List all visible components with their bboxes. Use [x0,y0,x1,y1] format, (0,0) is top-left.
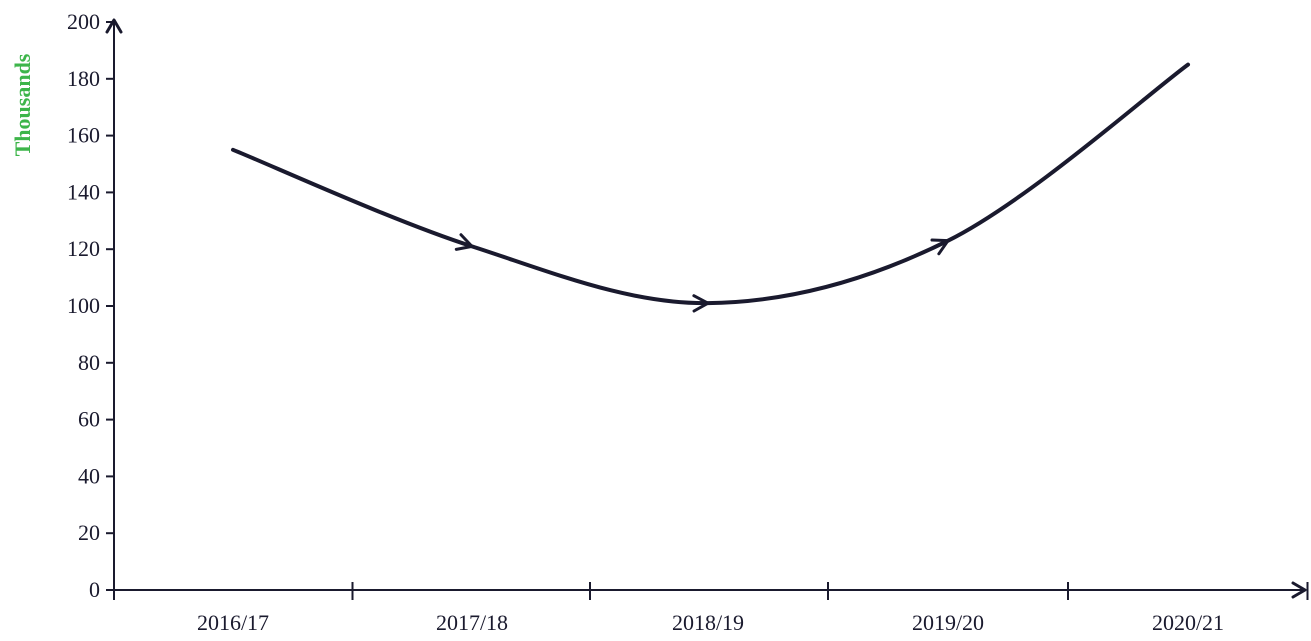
y-tick-label: 180 [67,66,100,91]
x-tick-label: 2020/21 [1152,610,1224,635]
x-tick-label: 2019/20 [912,610,984,635]
y-axis-arrow [105,18,123,34]
data-point-arrow [692,294,710,313]
y-tick-label: 120 [67,236,100,261]
y-axis-ticks: 0 20 40 60 80 100 120 140 160 180 200 [67,9,114,602]
x-tick-label: 2018/19 [672,610,744,635]
y-tick-label: 140 [67,179,100,204]
y-tick-label: 20 [78,520,100,545]
y-tick-label: 0 [89,577,100,602]
y-tick-label: 160 [67,123,100,148]
y-axis-label: Thousands [10,53,35,156]
series-layer [231,62,1190,313]
x-axis-ticks: 2016/17 2017/18 2018/19 2019/20 2020/21 [113,582,1309,635]
y-tick-label: 200 [67,9,100,34]
y-tick-label: 100 [67,293,100,318]
x-tick-label: 2017/18 [436,610,508,635]
axes [105,18,1307,599]
series-line [231,62,1190,306]
y-tick-label: 80 [78,350,100,375]
x-tick-label: 2016/17 [197,610,269,635]
x-axis-arrow [1291,581,1307,599]
data-point-arrow [454,233,474,251]
y-tick-label: 40 [78,463,100,488]
y-tick-label: 60 [78,407,100,432]
data-point-arrow [930,238,950,256]
